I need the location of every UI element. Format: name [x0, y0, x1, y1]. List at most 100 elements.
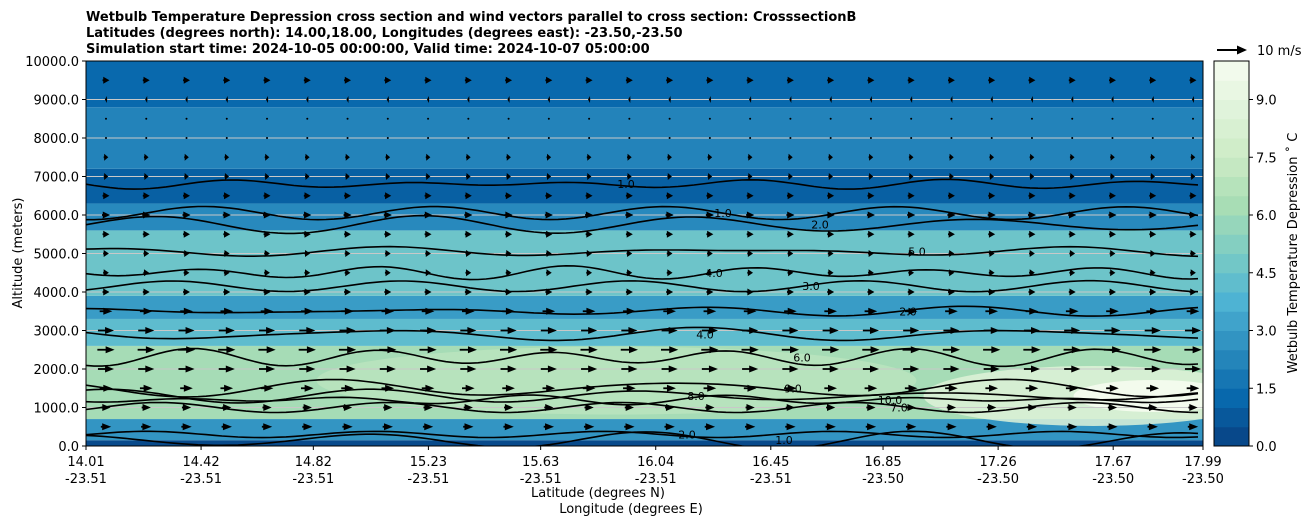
wind-vector [540, 365, 557, 373]
wind-vector [505, 230, 513, 238]
wind-vector [384, 250, 391, 257]
wind-vector [949, 153, 954, 161]
wind-vector [223, 250, 230, 257]
wind-vector [544, 404, 554, 411]
wind-vector [424, 288, 432, 296]
wind-vector [902, 346, 920, 354]
wind-vector [822, 346, 840, 354]
wind-vector [139, 384, 153, 392]
wind-vector [425, 269, 431, 277]
wind-vector [547, 117, 550, 120]
wind-vector [384, 192, 392, 200]
wind-vector [867, 230, 875, 238]
wind-vector [1146, 307, 1160, 315]
wind-vector [1144, 327, 1161, 334]
wind-vector [946, 423, 957, 431]
wind-vector [947, 76, 955, 84]
wind-vector [306, 96, 309, 103]
wind-vector [746, 288, 754, 296]
contour-line-9.0 [86, 378, 1199, 398]
wind-vector [1187, 423, 1199, 431]
wind-vector [983, 365, 1000, 373]
colorbar-tick-label: 4.5 [1256, 267, 1277, 282]
wind-vector [1028, 288, 1036, 296]
wind-vector [867, 76, 875, 84]
wind-vector [263, 230, 271, 238]
contour-line-1.0 [86, 178, 1199, 190]
chart-title: Wetbulb Temperature Depression cross sec… [86, 10, 856, 57]
wind-vector [500, 365, 517, 373]
wind-vector [1025, 307, 1039, 315]
x-axis: 14.01 -23.51 14.42 -23.51 14.82 -23.51 15.23 -2… [65, 446, 1224, 487]
wind-vector [1189, 230, 1197, 238]
wind-vector [907, 288, 915, 296]
wind-vector [381, 384, 395, 392]
wind-vector [1186, 384, 1200, 392]
wind-vector [422, 423, 434, 431]
wind-vector [908, 250, 915, 257]
x-tick-label-lon: -23.50 [1182, 472, 1224, 487]
wind-vector [661, 327, 678, 334]
wind-vector [1151, 117, 1154, 120]
wind-vector [1189, 76, 1197, 84]
y-tick-label: 8000.0 [34, 132, 80, 147]
band-0 [86, 440, 1203, 446]
wind-vector [464, 230, 472, 238]
wind-vector [906, 423, 917, 431]
wind-vector [346, 96, 349, 103]
wind-vector [1068, 230, 1076, 238]
wind-vector [701, 346, 719, 354]
wind-vector [988, 192, 996, 200]
wind-vector [666, 192, 674, 200]
wind-vector [668, 96, 671, 103]
wind-vector [224, 153, 230, 161]
y-tick-label: 4000.0 [34, 286, 80, 301]
wind-vector [220, 307, 234, 315]
wind-vector [1110, 153, 1115, 161]
wind-vector [507, 137, 510, 139]
wind-vector [748, 96, 752, 103]
wind-vector [425, 173, 431, 180]
wind-vector [827, 192, 835, 200]
wind-vector [382, 423, 393, 431]
y-tick-label: 5000.0 [34, 248, 80, 263]
wind-vector [1111, 96, 1114, 103]
colorbar-swatch [1214, 349, 1249, 370]
wind-vector [465, 250, 472, 257]
wind-vector [950, 96, 953, 103]
x-tick-label-lat: 16.85 [864, 455, 901, 470]
wind-vector [943, 327, 960, 334]
wind-vector [1110, 173, 1115, 180]
colorbar: 0.0 1.5 3.0 4.5 6.0 7.5 9.0 Wetbulb Temperatur… [1213, 60, 1301, 455]
wind-vector [302, 404, 312, 411]
wind-vector [545, 269, 552, 277]
wind-vector [666, 288, 674, 296]
wind-vector [344, 192, 352, 200]
title-line-3: Simulation start time: 2024-10-05 00:00:… [86, 42, 650, 57]
wind-vector [743, 384, 757, 392]
wind-vector [1025, 384, 1039, 392]
wind-vector [784, 307, 797, 315]
wind-vector [745, 404, 755, 411]
wind-vector [903, 327, 920, 334]
wind-vector [345, 153, 350, 161]
wind-vector [137, 346, 155, 354]
wind-vector [504, 211, 513, 219]
wind-vector [143, 250, 150, 257]
contour-label-1.0: 1.0 [775, 434, 793, 447]
wind-vector [303, 288, 311, 296]
wind-vector [379, 346, 397, 354]
wind-vector [260, 307, 274, 315]
wind-vector [588, 137, 591, 139]
wind-vector [102, 192, 110, 200]
wind-vector [1189, 192, 1197, 200]
wind-vector [1150, 173, 1156, 180]
wind-vector [547, 96, 551, 103]
wind-vector [706, 76, 714, 84]
wind-vector [345, 173, 350, 180]
colorbar-swatch [1214, 234, 1249, 254]
wind-vector [706, 192, 714, 200]
wind-vector [1109, 269, 1116, 277]
wind-vector [947, 230, 955, 238]
